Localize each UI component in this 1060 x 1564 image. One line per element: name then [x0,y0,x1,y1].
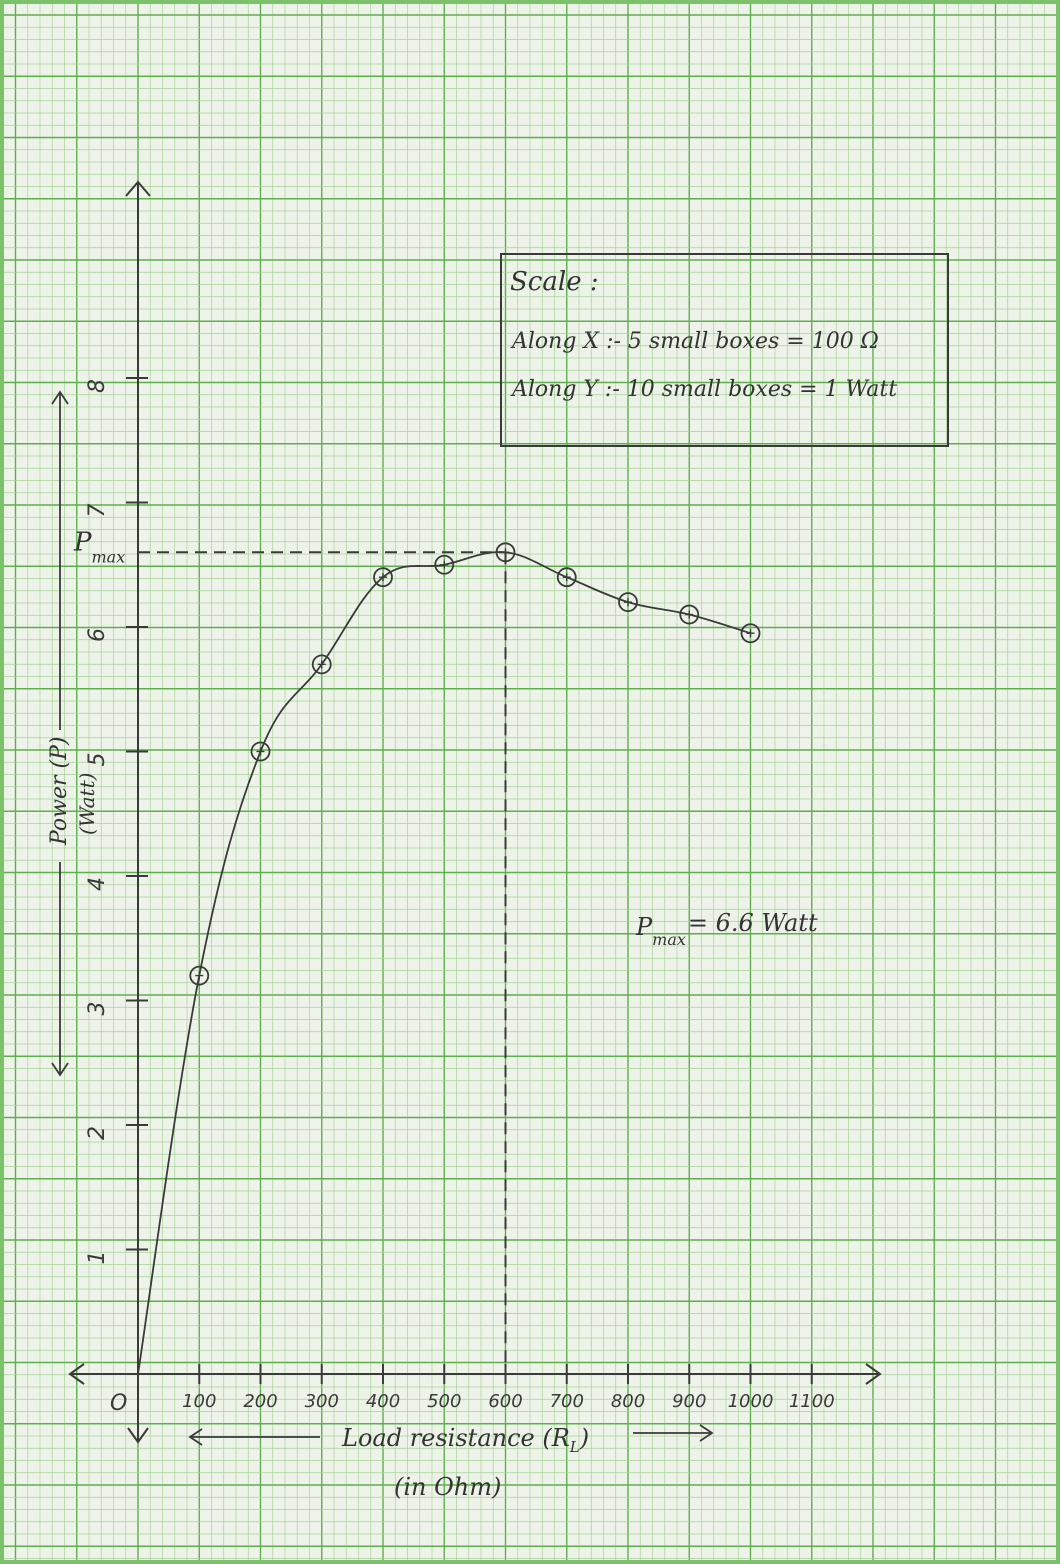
x-tick-label: 100 [182,1391,216,1412]
data-point [618,592,638,612]
y-axis-arrow-bottom [127,1427,149,1444]
x-axis-unit: (in Ohm) [394,1473,501,1501]
y-tick-label: 2 [85,1126,110,1140]
y-tick-label: 1 [85,1251,110,1265]
x-tick-label: 300 [305,1391,339,1412]
pmax-annotation-value: = 6.6 Watt [688,909,818,937]
y-tick-label: 3 [85,1002,110,1016]
x-tick-label: 200 [243,1391,277,1412]
x-axis-title-sub: L [569,1438,580,1456]
y-axis-unit: (Watt) [75,773,99,835]
x-tick-label: 800 [611,1391,645,1412]
x-tick-label: 1000 [728,1391,774,1412]
series-power [137,542,761,1375]
scale-line-x: Along X :- 5 small boxes = 100 Ω [510,329,879,354]
y-tick-label: 6 [85,628,110,642]
x-ticks: 100 200 300 400 500 600 700 800 900 1000 1100 [182,1364,835,1412]
data-point [740,623,761,644]
x-tick-label: 700 [550,1391,584,1412]
scale-box-frame [500,253,949,447]
x-axis-label: Load resistance (RL) (in Ohm) [341,1424,589,1501]
pmax-annotation-sub: max [652,930,686,949]
pmax-annotation-main: P [635,913,653,941]
x-tick-label: 400 [366,1391,400,1412]
x-axis-title: Load resistance (RL) [341,1424,589,1456]
data-point [189,965,210,986]
y-tick-label: 7 [85,504,110,518]
data-point [434,554,455,575]
x-tick-label: 600 [488,1391,522,1412]
y-axis-arrows [51,390,69,1077]
data-point [495,542,516,563]
origin-label: O [110,1391,127,1416]
pmax-axis-label: Pmax [73,527,125,566]
x-axis-title-close: ) [579,1424,589,1452]
x-tick-label: 500 [427,1391,461,1412]
data-point [556,567,577,588]
y-tick-label: 8 [85,379,110,393]
x-axis-arrow-left [68,1363,85,1385]
x-axis-arrow-right [865,1363,882,1385]
y-axis-arrow-top [125,180,151,197]
pmax-guides [138,551,507,1374]
data-point [250,741,271,762]
scale-box: Scale : Along X :- 5 small boxes = 100 Ω… [500,253,949,447]
pmax-annotation: Pmax= 6.6 Watt [635,909,818,949]
axes [68,180,882,1444]
scale-line-y: Along Y :- 10 small boxes = 1 Watt [510,377,897,402]
data-point [679,604,700,625]
x-tick-label: 1100 [789,1391,835,1412]
scale-title: Scale : [510,267,599,297]
data-point [311,654,332,675]
y-tick-label: 4 [85,877,110,891]
y-axis-title: Power (P) [47,737,72,847]
data-point [373,567,393,588]
x-axis-arrows [188,1424,714,1446]
y-ticks: 1 2 3 4 5 6 7 8 [85,377,148,1265]
pmax-axis-label-main: P [73,527,92,557]
y-tick-label: 5 [85,753,110,767]
x-tick-label: 900 [672,1391,706,1412]
pmax-axis-label-sub: max [92,547,126,566]
y-axis-label: Power (P) (Watt) [47,737,99,847]
x-axis-title-main: Load resistance (R [341,1424,570,1452]
